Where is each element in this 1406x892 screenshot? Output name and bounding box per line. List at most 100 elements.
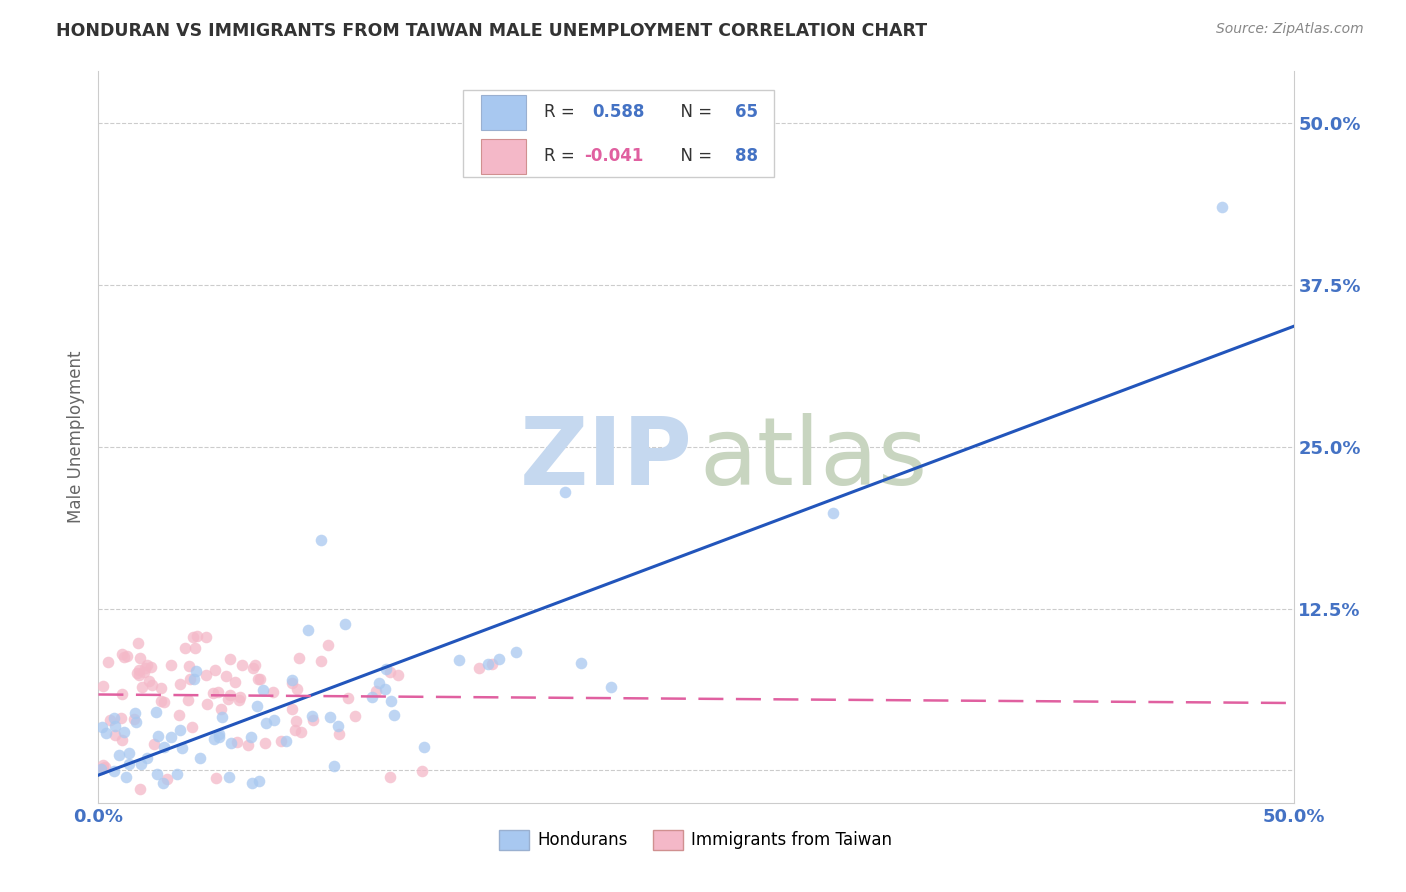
Point — [309, 654, 332, 668]
Point — [145, 706, 167, 720]
Point — [488, 652, 510, 666]
Point — [1211, 200, 1233, 214]
Point — [177, 659, 200, 673]
Point — [143, 737, 166, 751]
Point — [301, 708, 323, 723]
Point — [195, 697, 218, 711]
Text: N =: N = — [669, 103, 717, 121]
Point — [242, 660, 264, 674]
FancyBboxPatch shape — [481, 138, 526, 174]
Point — [141, 677, 163, 691]
Point — [136, 658, 159, 673]
Point — [274, 733, 297, 747]
Text: N =: N = — [669, 147, 717, 165]
Point — [115, 770, 138, 784]
Point — [246, 699, 269, 714]
Point — [90, 720, 112, 734]
Point — [229, 690, 252, 705]
Point — [190, 751, 212, 765]
Point — [148, 729, 170, 743]
Point — [194, 630, 217, 644]
Point — [243, 657, 266, 672]
Point — [380, 770, 402, 784]
Point — [284, 723, 307, 737]
Point — [290, 725, 312, 739]
Text: R =: R = — [544, 103, 585, 121]
Point — [240, 776, 263, 790]
Point — [231, 657, 253, 672]
Point — [270, 733, 292, 747]
Point — [184, 664, 207, 678]
Point — [211, 709, 233, 723]
Point — [153, 695, 176, 709]
Point — [90, 762, 112, 776]
Point — [146, 767, 169, 781]
Point — [301, 713, 323, 727]
Point — [204, 664, 226, 678]
Text: -0.041: -0.041 — [583, 147, 643, 165]
Point — [337, 691, 360, 706]
Point — [335, 616, 357, 631]
Text: 88: 88 — [735, 147, 758, 165]
Y-axis label: Male Unemployment: Male Unemployment — [66, 351, 84, 524]
Point — [156, 772, 179, 786]
Point — [181, 630, 204, 644]
Point — [281, 675, 304, 690]
Point — [225, 734, 247, 748]
Point — [281, 673, 304, 687]
Point — [93, 679, 115, 693]
Point — [600, 680, 623, 694]
Point — [91, 758, 114, 772]
Point — [112, 649, 135, 664]
Point — [205, 771, 228, 785]
Text: 0.588: 0.588 — [592, 103, 644, 121]
Point — [236, 738, 259, 752]
Point — [207, 727, 229, 741]
Point — [124, 715, 146, 730]
Point — [98, 713, 121, 727]
Point — [183, 640, 205, 655]
Point — [262, 685, 284, 699]
Point — [129, 781, 152, 796]
Point — [823, 506, 845, 520]
Text: ZIP: ZIP — [519, 413, 692, 505]
Point — [176, 693, 198, 707]
Point — [118, 746, 141, 760]
Point — [96, 725, 118, 739]
Point — [169, 708, 191, 723]
Point — [447, 653, 470, 667]
Point — [387, 668, 409, 682]
Point — [169, 723, 191, 737]
Point — [281, 702, 304, 716]
Text: 65: 65 — [735, 103, 758, 121]
Point — [111, 687, 134, 701]
Point — [316, 638, 339, 652]
Point — [117, 756, 139, 771]
Point — [297, 623, 319, 637]
Point — [110, 732, 132, 747]
Point — [367, 676, 389, 690]
Point — [111, 647, 134, 661]
Point — [115, 649, 138, 664]
Point — [326, 719, 349, 733]
Point — [194, 667, 217, 681]
Point — [124, 706, 146, 720]
Point — [91, 761, 114, 775]
Point — [224, 674, 246, 689]
Point — [128, 663, 150, 677]
Point — [343, 709, 366, 723]
Point — [186, 629, 208, 643]
Point — [94, 760, 117, 774]
Point — [481, 657, 503, 672]
Point — [288, 650, 311, 665]
Point — [285, 681, 308, 696]
Point — [375, 662, 398, 676]
Point — [318, 709, 340, 723]
Point — [150, 681, 173, 696]
Point — [382, 707, 405, 722]
Point — [361, 690, 384, 704]
Point — [217, 692, 239, 706]
Point — [505, 645, 527, 659]
Point — [247, 774, 270, 789]
Point — [160, 658, 183, 673]
